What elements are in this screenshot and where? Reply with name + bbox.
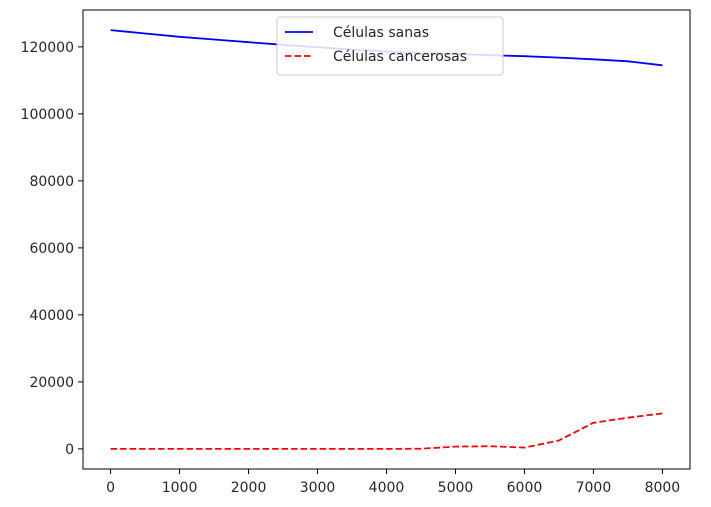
x-tick-label: 4000 xyxy=(369,480,405,496)
x-tick-label: 3000 xyxy=(300,480,336,496)
x-tick-label: 5000 xyxy=(438,480,474,496)
x-tick-label: 7000 xyxy=(576,480,612,496)
legend-label-celulas-cancerosas: Células cancerosas xyxy=(333,49,467,65)
x-tick-label: 0 xyxy=(106,480,115,496)
y-tick-label: 0 xyxy=(65,442,74,458)
x-tick-label: 1000 xyxy=(162,480,198,496)
series-line-celulas-cancerosas xyxy=(110,412,663,450)
y-tick-label: 80000 xyxy=(29,174,74,190)
x-tick-label: 6000 xyxy=(507,480,543,496)
legend: Células sanas Células cancerosas xyxy=(276,16,504,76)
x-axis: 0 1000 2000 3000 4000 5000 6000 7000 8000 xyxy=(106,469,680,496)
x-tick-label: 2000 xyxy=(231,480,267,496)
legend-box xyxy=(276,16,504,76)
x-tick-label: 8000 xyxy=(645,480,681,496)
y-axis: 0 20000 40000 60000 80000 100000 120000 xyxy=(21,40,83,458)
legend-label-celulas-sanas: Células sanas xyxy=(333,25,429,41)
y-tick-label: 120000 xyxy=(21,40,74,56)
y-tick-label: 60000 xyxy=(29,241,74,257)
y-tick-label: 20000 xyxy=(29,375,74,391)
y-tick-label: 100000 xyxy=(21,107,74,123)
y-tick-label: 40000 xyxy=(29,308,74,324)
